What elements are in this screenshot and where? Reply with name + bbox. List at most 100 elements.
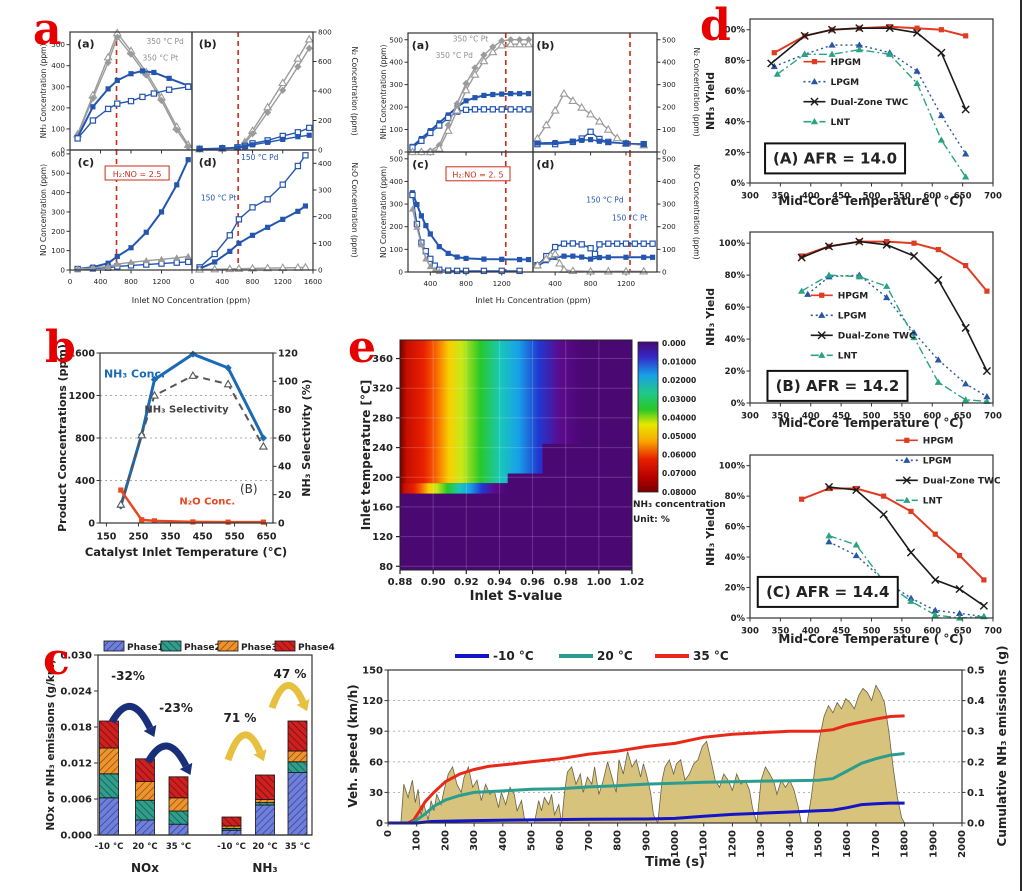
series-HPGM [801, 487, 985, 581]
heatmap-field [400, 340, 583, 484]
bar-NOx--10 °C-Phase1 [99, 797, 119, 836]
x-tick: 400 [215, 277, 229, 286]
y-tick: 20% [725, 367, 746, 377]
y2-tick: 400 [318, 159, 332, 168]
x-tick: 400 [802, 192, 820, 202]
e-x-tick: 0.98 [553, 577, 578, 588]
x-tick: 1700 [871, 830, 882, 858]
x-tick: 400 [802, 412, 820, 422]
y-tick: 400 [51, 61, 65, 70]
e-cb-label: 0.04000 [662, 413, 696, 422]
series-LPGM [807, 274, 988, 398]
x-tick: 1600 [842, 830, 853, 858]
annotation: 350 °C Pt [453, 35, 489, 44]
c-ann-32: -32% [111, 669, 145, 683]
c-y-tick: 0.000 [60, 831, 92, 842]
e-cb-label: 0.03000 [662, 395, 696, 404]
annotation: 150 °C Pd [241, 153, 279, 162]
e-xlabel: Inlet S-value [470, 589, 563, 604]
bar-NH₃-20 °C-Phase1 [255, 804, 275, 836]
e-x-tick: 0.88 [388, 577, 413, 588]
legend-LPGM: LPGM [838, 311, 867, 321]
chart-aRd: 400 800 1200 0 100 200 300 400 500 (d) 150 °C Pd 15… [532, 151, 676, 288]
y-tick: 100 [389, 125, 403, 134]
x-tick: 150 [96, 532, 116, 543]
x-tick: 400 [802, 627, 820, 637]
bar-NOx--10 °C-Phase3 [99, 747, 119, 775]
x-tick: 1400 [785, 830, 796, 858]
drive-legend--10 °C: -10 °C [493, 649, 534, 663]
y-tick: 200 [389, 103, 403, 112]
x-tick: 1200 [152, 277, 171, 286]
legend-HPGM: HPGM [838, 291, 869, 301]
y-tick: 400 [51, 188, 65, 197]
x-tick: 1200 [274, 277, 293, 286]
y-tick: 60% [725, 303, 746, 313]
x-tick: 0 [190, 277, 195, 286]
drive-legend-20 °C: 20 °C [597, 649, 633, 663]
drive-yrlabel: Cumulative NH₃ emissions (g) [995, 646, 1009, 847]
aR-xlabel: Inlet H₂ Concentration (ppm) [475, 296, 590, 305]
legend-LNT: LNT [830, 118, 850, 128]
bar-NH₃--10 °C-Phase1 [221, 829, 242, 836]
x-tick: 800 [584, 279, 598, 288]
aL-xlabel: Inlet NO Concentration (ppm) [132, 296, 250, 305]
panel-label-a: a [33, 4, 62, 55]
annotation: 150 °C Pt [612, 214, 648, 223]
x-tick: 400 [94, 277, 108, 286]
x-tick: 500 [863, 192, 881, 202]
y2-tick: 300 [318, 186, 332, 195]
bar-NH₃-20 °C-Phase3 [255, 799, 275, 803]
y2-tick: 300 [662, 80, 676, 89]
e-ylabel: Inlet temperature [°C] [359, 380, 373, 531]
c-legend-Phase1: Phase1 [127, 643, 164, 653]
aL-ylabel-bot: NO Concentration (ppm) [39, 164, 48, 256]
x-tick: 0 [68, 277, 73, 286]
bar-NOx-20 °C-Phase1 [135, 819, 155, 836]
c-group-NOx: NOx [131, 861, 159, 875]
c-y-tick: 0.024 [60, 687, 92, 698]
b-yrlabel: NH₃ Selectivity (%) [300, 379, 313, 497]
x-tick: 400 [498, 830, 509, 851]
e-cb-label: 0.02000 [662, 376, 696, 385]
y2-tick: 20 [278, 490, 292, 501]
x-tick: 650 [257, 532, 277, 543]
x-tick: 1100 [699, 830, 710, 858]
bar-NH₃-35 °C-Phase4 [287, 720, 308, 752]
y-tick: 100% [719, 239, 746, 249]
panel-label-d: d [700, 0, 731, 51]
y-tick: 1600 [69, 348, 96, 359]
x-tick: 450 [193, 532, 213, 543]
x-tick: 1300 [756, 830, 767, 858]
series-blue-filled [411, 92, 529, 148]
x-tick: 400 [548, 279, 562, 288]
series-Dual-Zone TWC [801, 240, 988, 372]
b-ylabel: Product Concentrations (ppm) [56, 344, 69, 532]
bar-NOx--10 °C-Phase2 [99, 773, 119, 799]
x-tick: 650 [954, 627, 972, 637]
chart-b: 150 250 350 450 550 6500400800120016000204060… [69, 348, 299, 542]
x-tick: 1200 [493, 279, 512, 288]
e-x-tick: 0.92 [454, 577, 479, 588]
y-tick: 0 [60, 266, 65, 275]
y-tick: 120 [362, 696, 383, 707]
c-cat-label: 35 °C [285, 842, 310, 852]
y2-tick: 100 [318, 239, 332, 248]
trend-arrow [144, 742, 190, 768]
e-y-tick: 360 [372, 354, 393, 365]
y2-tick: 0 [278, 518, 285, 529]
c-y-tick: 0.030 [60, 651, 92, 662]
e-y-tick: 280 [372, 413, 393, 424]
chart-aLd: 0 400 800 1200 1600 0 100 200 300 400 (d) 150 °C Pd… [190, 149, 332, 286]
y-tick: 100 [51, 124, 65, 133]
e-note-2: Unit: % [633, 515, 670, 525]
x-tick: 1800 [900, 830, 911, 858]
x-tick: 1900 [928, 830, 939, 858]
e-x-tick: 0.94 [487, 577, 512, 588]
y2-tick: 300 [662, 200, 676, 209]
e-cb-label: 0.000 [662, 339, 686, 348]
x-tick: 450 [832, 627, 850, 637]
legend-LNT: LNT [838, 351, 858, 361]
x-tick: 1200 [617, 279, 636, 288]
